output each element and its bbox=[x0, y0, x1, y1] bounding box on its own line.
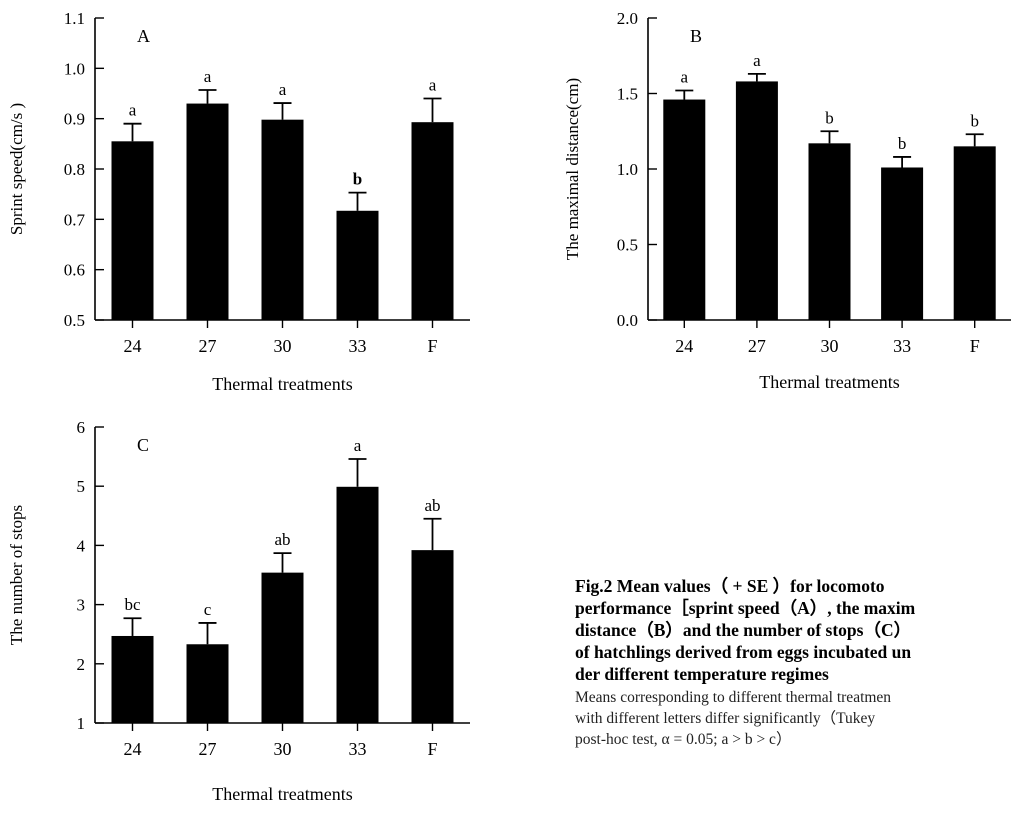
chart-panel-b: a a b b b 0.0 0.5 1.0 1.5 2.0 24 27 30 33 F B The maxima… bbox=[563, 9, 1011, 392]
panel-label: B bbox=[690, 26, 702, 46]
x-tick-label: 33 bbox=[349, 336, 367, 356]
bar bbox=[881, 167, 924, 320]
x-tick-label: 24 bbox=[124, 739, 142, 759]
y-axis-title: The maximal distance(cm) bbox=[563, 78, 582, 260]
x-tick-label: 27 bbox=[199, 739, 217, 759]
panel-label: C bbox=[137, 435, 149, 455]
bar bbox=[808, 143, 851, 320]
x-tick-label: 27 bbox=[748, 336, 766, 356]
significance-letter: a bbox=[354, 436, 362, 455]
bar bbox=[953, 146, 996, 320]
x-tick-label: 24 bbox=[124, 336, 142, 356]
y-tick-label: 3 bbox=[77, 596, 86, 615]
bar bbox=[261, 572, 304, 723]
y-tick-label: 1.0 bbox=[617, 160, 638, 179]
bar bbox=[663, 99, 706, 320]
caption-title: Fig.2 Mean values（ + SE ）for locomoto pe… bbox=[575, 576, 916, 684]
bar bbox=[735, 81, 778, 320]
y-tick-label: 6 bbox=[77, 418, 86, 437]
x-tick-label: F bbox=[427, 336, 437, 356]
significance-letter: a bbox=[429, 76, 437, 95]
chart-panel-a: a a a b a 0.5 0.6 0.7 0.8 0.9 1.0 1.1 24 27 30 33 F A Spri… bbox=[7, 9, 470, 394]
significance-letter: ab bbox=[274, 530, 290, 549]
significance-letter: b bbox=[970, 111, 979, 130]
y-tick-label: 4 bbox=[77, 536, 86, 555]
significance-letter: a bbox=[753, 51, 761, 70]
y-tick-label: 1.0 bbox=[64, 59, 85, 78]
significance-letter: c bbox=[204, 600, 212, 619]
x-tick-label: F bbox=[427, 739, 437, 759]
bar bbox=[336, 210, 379, 320]
bar bbox=[186, 644, 229, 723]
y-tick-label: 0.5 bbox=[64, 311, 85, 330]
significance-letter: b bbox=[898, 134, 907, 153]
x-axis-title: Thermal treatments bbox=[212, 374, 352, 394]
x-tick-label: 24 bbox=[675, 336, 693, 356]
y-tick-label: 5 bbox=[77, 477, 86, 496]
bar bbox=[261, 119, 304, 320]
significance-letter: a bbox=[204, 67, 212, 86]
y-axis-title: Sprint speed(cm/s ) bbox=[7, 103, 26, 235]
bar bbox=[411, 122, 454, 320]
caption-note: Means corresponding to different thermal… bbox=[575, 689, 892, 748]
chart-panel-c: bc c ab a ab 1 2 3 4 5 6 24 27 30 33 F C The number of st… bbox=[7, 418, 470, 804]
x-tick-label: 33 bbox=[349, 739, 367, 759]
bar bbox=[186, 103, 229, 320]
figure-caption: Fig.2 Mean values（ + SE ）for locomoto pe… bbox=[575, 575, 1011, 750]
y-tick-label: 0.6 bbox=[64, 261, 85, 280]
y-tick-label: 1 bbox=[77, 714, 86, 733]
bar bbox=[111, 141, 154, 320]
significance-letter: bc bbox=[124, 595, 141, 614]
bar bbox=[336, 486, 379, 723]
x-tick-label: 30 bbox=[274, 739, 292, 759]
y-tick-label: 0.9 bbox=[64, 110, 85, 129]
significance-letter: a bbox=[129, 101, 137, 120]
bar bbox=[411, 550, 454, 723]
y-tick-label: 0.0 bbox=[617, 311, 638, 330]
x-tick-label: 30 bbox=[821, 336, 839, 356]
y-tick-label: 1.1 bbox=[64, 9, 85, 28]
y-tick-label: 0.7 bbox=[64, 210, 86, 229]
y-axis-title: The number of stops bbox=[7, 505, 26, 645]
y-tick-label: 2 bbox=[77, 655, 86, 674]
significance-letter: b bbox=[353, 170, 362, 189]
significance-letter: b bbox=[825, 108, 834, 127]
significance-letter: a bbox=[279, 80, 287, 99]
significance-letter: ab bbox=[424, 496, 440, 515]
y-tick-label: 2.0 bbox=[617, 9, 638, 28]
y-tick-label: 0.8 bbox=[64, 160, 85, 179]
panel-label: A bbox=[137, 26, 150, 46]
y-tick-label: 0.5 bbox=[617, 236, 638, 255]
significance-letter: a bbox=[681, 67, 689, 86]
bar bbox=[111, 635, 154, 723]
x-tick-label: 27 bbox=[199, 336, 217, 356]
x-tick-label: F bbox=[970, 336, 980, 356]
x-tick-label: 30 bbox=[274, 336, 292, 356]
x-axis-title: Thermal treatments bbox=[212, 784, 352, 804]
x-axis-title: Thermal treatments bbox=[759, 372, 899, 392]
x-tick-label: 33 bbox=[893, 336, 911, 356]
y-tick-label: 1.5 bbox=[617, 85, 638, 104]
